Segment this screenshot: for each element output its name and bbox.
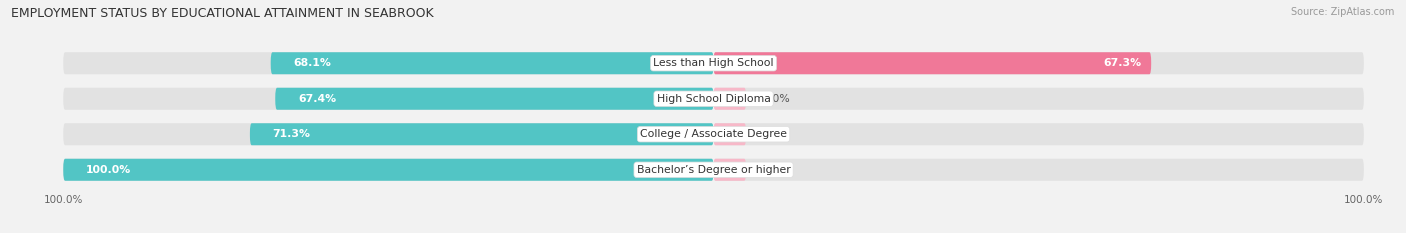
FancyBboxPatch shape xyxy=(713,52,1364,74)
Text: 100.0%: 100.0% xyxy=(86,165,131,175)
FancyBboxPatch shape xyxy=(713,159,747,181)
FancyBboxPatch shape xyxy=(713,123,747,145)
Text: Less than High School: Less than High School xyxy=(654,58,773,68)
Text: 71.3%: 71.3% xyxy=(273,129,311,139)
FancyBboxPatch shape xyxy=(713,159,1364,181)
FancyBboxPatch shape xyxy=(63,159,713,181)
FancyBboxPatch shape xyxy=(271,52,713,74)
FancyBboxPatch shape xyxy=(713,88,1364,110)
Text: 0.0%: 0.0% xyxy=(762,94,790,104)
Text: High School Diploma: High School Diploma xyxy=(657,94,770,104)
Text: Source: ZipAtlas.com: Source: ZipAtlas.com xyxy=(1291,7,1395,17)
FancyBboxPatch shape xyxy=(63,123,713,145)
FancyBboxPatch shape xyxy=(63,88,713,110)
Text: 67.3%: 67.3% xyxy=(1104,58,1142,68)
Text: EMPLOYMENT STATUS BY EDUCATIONAL ATTAINMENT IN SEABROOK: EMPLOYMENT STATUS BY EDUCATIONAL ATTAINM… xyxy=(11,7,434,20)
Text: 67.4%: 67.4% xyxy=(298,94,336,104)
FancyBboxPatch shape xyxy=(713,52,1152,74)
Text: 0.0%: 0.0% xyxy=(762,129,790,139)
Text: College / Associate Degree: College / Associate Degree xyxy=(640,129,787,139)
FancyBboxPatch shape xyxy=(713,88,747,110)
FancyBboxPatch shape xyxy=(63,52,713,74)
FancyBboxPatch shape xyxy=(250,123,713,145)
Text: Bachelor’s Degree or higher: Bachelor’s Degree or higher xyxy=(637,165,790,175)
Text: 68.1%: 68.1% xyxy=(294,58,332,68)
Text: 0.0%: 0.0% xyxy=(762,165,790,175)
FancyBboxPatch shape xyxy=(63,159,713,181)
FancyBboxPatch shape xyxy=(276,88,713,110)
FancyBboxPatch shape xyxy=(713,123,1364,145)
